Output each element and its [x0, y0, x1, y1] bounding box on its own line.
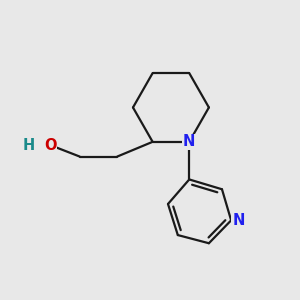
Text: H: H: [23, 138, 35, 153]
Text: N: N: [232, 213, 244, 228]
Text: O: O: [44, 138, 56, 153]
Text: N: N: [183, 134, 195, 149]
